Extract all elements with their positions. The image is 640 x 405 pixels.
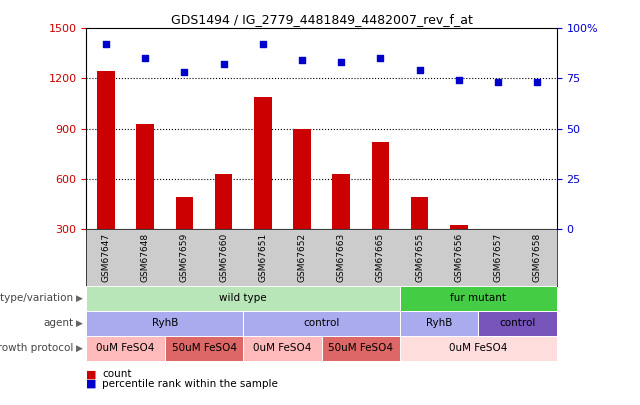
Point: [297, 57, 307, 64]
Text: ▶: ▶: [76, 294, 83, 303]
Text: control: control: [499, 318, 536, 328]
Text: GSM67660: GSM67660: [219, 233, 228, 282]
Point: [415, 67, 425, 74]
Bar: [254, 97, 271, 279]
Text: fur mutant: fur mutant: [451, 293, 506, 303]
Text: ■: ■: [86, 369, 97, 379]
Text: GSM67659: GSM67659: [180, 233, 189, 282]
Text: growth protocol: growth protocol: [0, 343, 74, 353]
Text: ▶: ▶: [76, 344, 83, 353]
Text: GSM67663: GSM67663: [337, 233, 346, 282]
Bar: [400, 286, 557, 311]
Text: RyhB: RyhB: [152, 318, 178, 328]
Point: [140, 55, 150, 62]
Bar: [243, 311, 400, 336]
Bar: [97, 71, 115, 279]
Text: RyhB: RyhB: [426, 318, 452, 328]
Text: 0uM FeSO4: 0uM FeSO4: [97, 343, 155, 353]
Bar: [479, 311, 557, 336]
Text: 0uM FeSO4: 0uM FeSO4: [253, 343, 312, 353]
Text: GSM67657: GSM67657: [493, 233, 502, 282]
Bar: [165, 336, 243, 361]
Text: count: count: [102, 369, 132, 379]
Text: 50uM FeSO4: 50uM FeSO4: [172, 343, 237, 353]
Bar: [400, 311, 479, 336]
Bar: [215, 174, 232, 279]
Text: agent: agent: [44, 318, 74, 328]
Text: GSM67652: GSM67652: [298, 233, 307, 282]
Bar: [86, 336, 165, 361]
Point: [454, 77, 464, 84]
Point: [258, 41, 268, 48]
Point: [101, 41, 111, 48]
Text: genotype/variation: genotype/variation: [0, 293, 74, 303]
Text: GSM67648: GSM67648: [141, 233, 150, 282]
Text: ▶: ▶: [76, 319, 83, 328]
Text: GSM67651: GSM67651: [259, 233, 268, 282]
Point: [493, 79, 503, 86]
Bar: [489, 247, 507, 279]
Bar: [86, 286, 400, 311]
Bar: [243, 336, 321, 361]
Text: GSM67658: GSM67658: [532, 233, 541, 282]
Point: [218, 61, 228, 68]
Point: [532, 79, 542, 86]
Point: [179, 69, 189, 76]
Text: control: control: [303, 318, 340, 328]
Bar: [175, 197, 193, 279]
Text: percentile rank within the sample: percentile rank within the sample: [102, 379, 278, 389]
Point: [336, 59, 346, 66]
Text: 50uM FeSO4: 50uM FeSO4: [328, 343, 394, 353]
Text: GSM67655: GSM67655: [415, 233, 424, 282]
Text: GSM67665: GSM67665: [376, 233, 385, 282]
Text: ■: ■: [86, 379, 97, 389]
Bar: [450, 226, 468, 279]
Bar: [400, 336, 557, 361]
Text: GSM67656: GSM67656: [454, 233, 463, 282]
Bar: [136, 124, 154, 279]
Bar: [86, 311, 243, 336]
Title: GDS1494 / IG_2779_4481849_4482007_rev_f_at: GDS1494 / IG_2779_4481849_4482007_rev_f_…: [171, 13, 472, 26]
Bar: [411, 197, 428, 279]
Bar: [529, 232, 546, 279]
Text: wild type: wild type: [220, 293, 267, 303]
Bar: [322, 336, 400, 361]
Text: 0uM FeSO4: 0uM FeSO4: [449, 343, 508, 353]
Bar: [293, 129, 311, 279]
Bar: [372, 142, 389, 279]
Bar: [332, 174, 350, 279]
Text: GSM67647: GSM67647: [102, 233, 111, 282]
Point: [375, 55, 385, 62]
